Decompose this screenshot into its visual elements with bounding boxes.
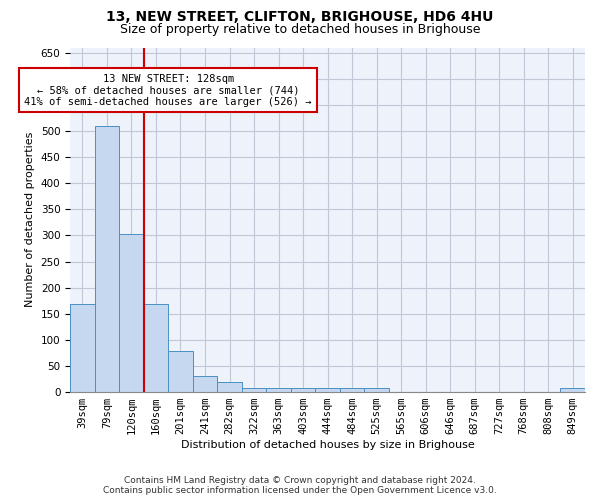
Bar <box>291 388 316 392</box>
Bar <box>95 126 119 392</box>
Text: Contains HM Land Registry data © Crown copyright and database right 2024.
Contai: Contains HM Land Registry data © Crown c… <box>103 476 497 495</box>
X-axis label: Distribution of detached houses by size in Brighouse: Distribution of detached houses by size … <box>181 440 475 450</box>
Bar <box>316 388 340 392</box>
Bar <box>168 352 193 392</box>
Bar <box>266 388 291 392</box>
Bar <box>70 304 95 392</box>
Text: Size of property relative to detached houses in Brighouse: Size of property relative to detached ho… <box>120 22 480 36</box>
Text: 13, NEW STREET, CLIFTON, BRIGHOUSE, HD6 4HU: 13, NEW STREET, CLIFTON, BRIGHOUSE, HD6 … <box>106 10 494 24</box>
Bar <box>217 382 242 392</box>
Bar <box>119 234 144 392</box>
Bar <box>340 388 364 392</box>
Bar <box>364 388 389 392</box>
Bar <box>193 376 217 392</box>
Text: 13 NEW STREET: 128sqm
← 58% of detached houses are smaller (744)
41% of semi-det: 13 NEW STREET: 128sqm ← 58% of detached … <box>25 74 312 107</box>
Y-axis label: Number of detached properties: Number of detached properties <box>25 132 35 308</box>
Bar <box>560 388 585 392</box>
Bar <box>242 388 266 392</box>
Bar <box>144 304 168 392</box>
